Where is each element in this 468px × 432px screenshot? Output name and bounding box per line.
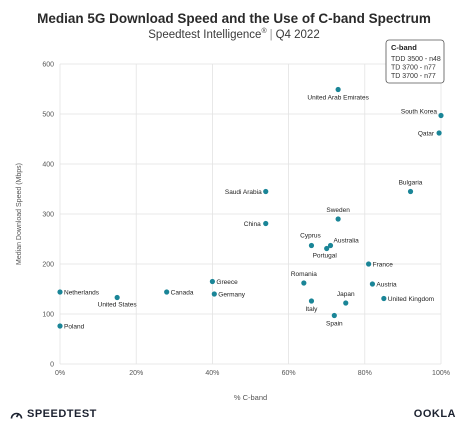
data-point <box>164 289 170 295</box>
point-label: Spain <box>326 321 343 328</box>
legend-item: TDD 3500 - n48 <box>391 56 441 63</box>
data-point <box>331 312 337 319</box>
subtitle-brand: Speedtest Intelligence <box>148 28 262 41</box>
speedtest-brand-text: SPEEDTEST <box>27 408 97 420</box>
x-tick-label: 40% <box>205 370 219 377</box>
speedtest-logo: SPEEDTEST <box>10 408 97 420</box>
data-points <box>57 86 444 329</box>
ookla-logo: OOKLA <box>413 408 456 420</box>
point-label: Poland <box>64 324 85 331</box>
point-label: Bulgaria <box>399 180 423 187</box>
point-label: Sweden <box>326 207 350 214</box>
x-tick-label: 60% <box>282 370 296 377</box>
legend: C-band TDD 3500 - n48 TD 3700 - n77 TD 3… <box>385 39 445 84</box>
y-tick-label: 300 <box>42 212 54 219</box>
legend-box <box>385 39 445 84</box>
data-point <box>114 294 120 301</box>
point-label: South Korea <box>401 109 438 116</box>
y-tick-label: 200 <box>42 262 54 269</box>
data-point <box>343 300 349 306</box>
grid <box>59 63 442 365</box>
data-point <box>324 245 330 252</box>
x-tick-label: 80% <box>358 370 372 377</box>
point-label: Netherlands <box>64 290 100 297</box>
y-axis-label: Median Download Speed (Mbps) <box>16 163 23 265</box>
chart-title: Median 5G Download Speed and the Use of … <box>37 11 431 26</box>
data-point <box>211 291 217 297</box>
legend-title: C-band <box>391 43 417 52</box>
point-labels: United Arab Emirates South Korea Qatar Saud… <box>64 95 437 331</box>
y-tick-label: 500 <box>42 112 54 119</box>
point-label: United States <box>98 302 138 309</box>
point-label: Canada <box>171 290 194 297</box>
speedometer-icon <box>10 412 23 419</box>
y-tick-label: 400 <box>42 162 54 169</box>
data-point <box>335 216 341 222</box>
point-label: Australia <box>334 238 360 245</box>
point-label: Qatar <box>418 131 435 138</box>
point-label: United Arab Emirates <box>307 95 369 102</box>
x-tick-label: 100% <box>432 370 450 377</box>
point-label: Portugal <box>313 253 338 260</box>
data-point <box>335 86 341 93</box>
data-point <box>438 112 444 119</box>
data-point <box>263 220 269 227</box>
subtitle-mark: ® <box>261 28 267 35</box>
legend-item: TD 3700 - n77 <box>391 65 436 72</box>
data-point <box>308 242 315 249</box>
tick-labels: 0 100 200 300 400 500 600 0% 20% 40% 60% 80% 100% <box>42 62 450 378</box>
data-point <box>436 130 442 136</box>
point-label: Cyprus <box>300 233 321 240</box>
x-axis-label: % C-band <box>234 393 267 402</box>
point-label: Germany <box>218 292 245 299</box>
data-point <box>308 298 315 304</box>
point-label: China <box>244 221 261 228</box>
data-point <box>263 188 269 195</box>
point-label: Japan <box>337 291 355 298</box>
data-point <box>57 289 63 295</box>
data-point <box>381 295 387 302</box>
legend-item: TD 3700 - n77 <box>391 73 436 80</box>
point-label: Romania <box>291 271 317 278</box>
subtitle-separator: | <box>269 28 273 41</box>
data-point <box>407 188 414 195</box>
y-tick-label: 100 <box>42 312 54 319</box>
data-point <box>301 280 307 286</box>
data-point <box>209 278 215 285</box>
x-tick-label: 20% <box>129 370 143 377</box>
subtitle-period: Q4 2022 <box>275 28 320 41</box>
y-tick-label: 0 <box>50 362 54 369</box>
data-point <box>366 261 372 267</box>
chart-subtitle: Speedtest Intelligence® | Q4 2022 <box>0 28 468 41</box>
data-point <box>327 242 334 249</box>
point-label: Saudi Arabia <box>225 189 262 196</box>
data-point <box>57 323 63 329</box>
point-label: Italy <box>305 306 318 313</box>
y-tick-label: 600 <box>42 62 54 69</box>
point-label: Greece <box>216 279 238 286</box>
point-label: France <box>373 262 394 269</box>
point-label: United Kingdom <box>388 296 434 303</box>
point-label: Austria <box>376 282 397 289</box>
x-tick-label: 0% <box>55 370 65 377</box>
data-point <box>369 281 376 287</box>
